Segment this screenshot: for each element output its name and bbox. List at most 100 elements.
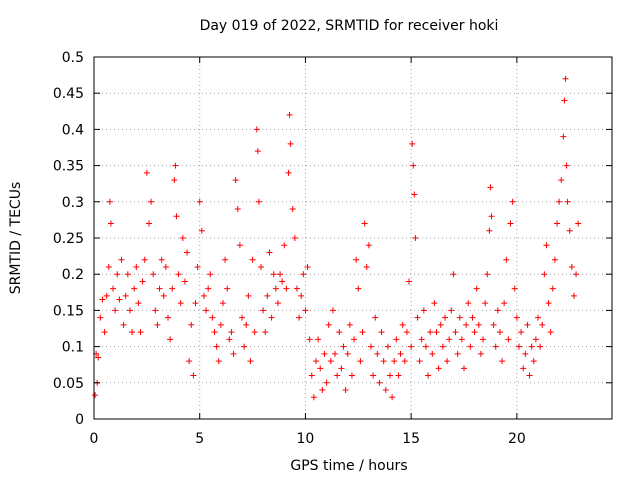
data-point: [165, 314, 171, 321]
data-point: [374, 350, 381, 357]
data-point: [406, 278, 413, 285]
data-point: [524, 321, 531, 328]
data-point: [520, 365, 527, 372]
y-tick-label: 0.35: [53, 159, 84, 175]
data-point: [340, 343, 347, 350]
x-tick-label: 15: [402, 431, 420, 447]
data-point: [452, 329, 459, 336]
data-point: [296, 314, 303, 321]
data-point: [254, 148, 261, 155]
data-point: [114, 271, 121, 278]
data-point: [234, 206, 241, 213]
data-point: [537, 343, 544, 350]
data-point: [410, 162, 417, 169]
data-point: [224, 285, 231, 292]
data-point: [463, 321, 470, 328]
data-point: [494, 307, 501, 314]
data-point: [473, 285, 480, 292]
data-point: [515, 343, 522, 350]
data-point: [131, 285, 138, 292]
data-point: [414, 314, 421, 321]
x-axis-label: GPS time / hours: [290, 458, 407, 474]
data-point: [482, 300, 489, 307]
data-point: [215, 358, 222, 365]
data-point: [308, 372, 315, 379]
data-point: [260, 307, 267, 314]
data-point: [169, 285, 176, 292]
data-point: [289, 206, 296, 213]
data-point: [179, 235, 186, 241]
x-tick-label: 20: [508, 431, 526, 447]
data-point: [382, 387, 389, 394]
data-point: [264, 292, 271, 299]
data-point: [262, 329, 269, 336]
data-point: [101, 329, 108, 336]
x-tick-labels: 0 5 10 15 20: [90, 431, 526, 447]
grid-layer: [94, 57, 612, 419]
data-point: [332, 350, 339, 357]
data-point: [156, 285, 163, 292]
data-point: [564, 198, 571, 205]
data-point: [321, 350, 328, 357]
ticks-layer: [93, 56, 612, 420]
data-point: [334, 372, 341, 379]
data-point: [422, 343, 429, 350]
data-point: [431, 300, 438, 307]
data-point: [211, 329, 218, 336]
data-point: [427, 329, 434, 336]
data-point: [454, 350, 461, 357]
data-point: [203, 307, 210, 314]
data-point: [376, 379, 383, 386]
data-point: [441, 314, 448, 321]
data-point: [342, 387, 349, 394]
data-point: [399, 321, 406, 328]
data-point: [226, 336, 233, 343]
data-point: [107, 220, 114, 227]
data-point: [528, 343, 535, 350]
data-point: [143, 169, 150, 176]
data-point: [501, 300, 508, 307]
data-point: [129, 329, 136, 336]
data-point: [511, 285, 518, 292]
data-point: [122, 292, 129, 299]
data-point: [435, 365, 442, 372]
data-point: [359, 329, 366, 336]
data-point: [458, 336, 465, 343]
data-point: [488, 213, 495, 220]
data-point: [336, 329, 343, 336]
data-point: [172, 162, 179, 169]
data-point: [361, 220, 368, 227]
y-tick-label: 0.2: [62, 267, 84, 283]
data-point: [258, 263, 265, 270]
data-point: [315, 336, 322, 343]
data-point: [448, 307, 455, 314]
data-point: [133, 263, 140, 270]
data-point: [274, 300, 281, 307]
data-point: [563, 162, 570, 169]
data-point: [558, 177, 565, 184]
data-point: [285, 169, 292, 176]
data-point: [247, 358, 254, 365]
y-tick-label: 0.05: [53, 376, 84, 392]
x-tick-label: 0: [90, 431, 99, 447]
data-point: [241, 343, 248, 350]
data-point: [541, 271, 548, 278]
data-point: [416, 358, 423, 365]
data-point: [325, 321, 332, 328]
data-point: [378, 329, 385, 336]
data-point: [573, 271, 580, 278]
data-point: [255, 198, 262, 205]
data-point: [370, 372, 377, 379]
data-point: [411, 191, 418, 198]
y-tick-label: 0: [75, 412, 84, 428]
data-point: [118, 256, 125, 263]
y-tick-label: 0.25: [53, 231, 84, 247]
data-point: [477, 350, 484, 357]
data-point: [492, 343, 499, 350]
data-point: [480, 336, 487, 343]
data-point: [286, 111, 293, 118]
data-point: [507, 220, 514, 227]
data-point: [141, 256, 148, 263]
data-point: [351, 336, 358, 343]
data-point: [177, 300, 184, 307]
